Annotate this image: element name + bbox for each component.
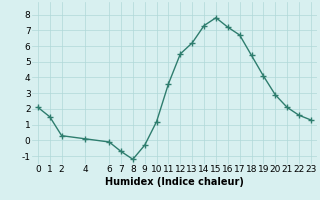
X-axis label: Humidex (Indice chaleur): Humidex (Indice chaleur): [105, 177, 244, 187]
